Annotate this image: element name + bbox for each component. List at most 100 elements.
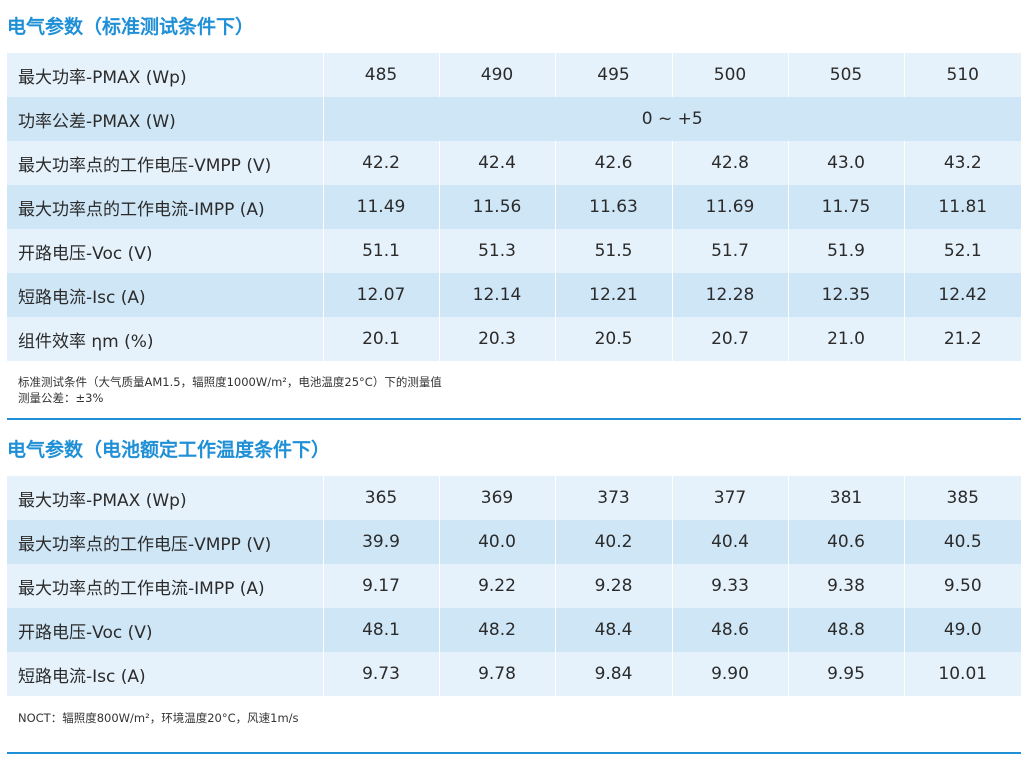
table-cell: 43.2 (903, 141, 1021, 185)
table-cell: 43.0 (787, 141, 904, 185)
table-cell: 495 (554, 53, 672, 97)
noct-table: 最大功率-PMAX (Wp) 365 369 373 377 381 385 最… (7, 476, 1021, 696)
table-cell: 51.3 (438, 229, 555, 273)
table-cell: 377 (671, 476, 788, 520)
row-label-pmax: 最大功率-PMAX (Wp) (7, 53, 323, 97)
table-cell: 9.33 (671, 564, 788, 608)
table-cell: 40.5 (903, 520, 1021, 564)
table-cell: 48.6 (671, 608, 788, 652)
row-label-efficiency: 组件效率 ηm (%) (7, 317, 323, 361)
stc-footnote-conditions: 标准测试条件（大气质量AM1.5，辐照度1000W/m²，电池温度25°C）下的… (18, 375, 442, 389)
table-cell: 490 (438, 53, 555, 97)
row-label-isc: 短路电流-Isc (A) (7, 273, 323, 317)
table-cell: 20.1 (322, 317, 439, 361)
table-cell: 11.63 (554, 185, 672, 229)
table-cell: 48.1 (322, 608, 439, 652)
table-cell: 12.21 (554, 273, 672, 317)
table-cell: 10.01 (903, 652, 1021, 696)
table-cell: 40.4 (671, 520, 788, 564)
row-label-voc: 开路电压-Voc (V) (7, 608, 323, 652)
table-cell: 20.7 (671, 317, 788, 361)
table-row: 最大功率点的工作电流-IMPP (A) 9.17 9.22 9.28 9.33 … (7, 564, 1021, 608)
row-label-impp: 最大功率点的工作电流-IMPP (A) (7, 185, 323, 229)
table-cell: 40.2 (554, 520, 672, 564)
table-cell: 9.17 (322, 564, 439, 608)
table-cell: 11.75 (787, 185, 904, 229)
table-cell: 9.22 (438, 564, 555, 608)
table-cell: 49.0 (903, 608, 1021, 652)
table-cell: 12.42 (903, 273, 1021, 317)
table-cell: 51.9 (787, 229, 904, 273)
table-row: 最大功率-PMAX (Wp) 485 490 495 500 505 510 (7, 53, 1021, 97)
table-cell: 52.1 (903, 229, 1021, 273)
table-cell: 485 (322, 53, 439, 97)
row-label-impp: 最大功率点的工作电流-IMPP (A) (7, 564, 323, 608)
noct-footnote: NOCT：辐照度800W/m²，环境温度20°C，风速1m/s (18, 711, 299, 725)
table-cell: 42.4 (438, 141, 555, 185)
row-label-power-tolerance: 功率公差-PMAX (W) (7, 97, 323, 141)
table-cell: 12.07 (322, 273, 439, 317)
table-cell: 40.6 (787, 520, 904, 564)
table-cell: 11.56 (438, 185, 555, 229)
table-cell: 373 (554, 476, 672, 520)
stc-footnote-tolerance: 测量公差：±3% (18, 391, 104, 405)
table-cell: 9.84 (554, 652, 672, 696)
row-label-vmpp: 最大功率点的工作电压-VMPP (V) (7, 520, 323, 564)
table-cell: 9.90 (671, 652, 788, 696)
table-cell: 20.3 (438, 317, 555, 361)
table-cell: 51.5 (554, 229, 672, 273)
table-row: 短路电流-Isc (A) 12.07 12.14 12.21 12.28 12.… (7, 273, 1021, 317)
table-row: 短路电流-Isc (A) 9.73 9.78 9.84 9.90 9.95 10… (7, 652, 1021, 696)
table-cell: 48.2 (438, 608, 555, 652)
table-cell: 381 (787, 476, 904, 520)
table-cell: 42.6 (554, 141, 672, 185)
table-cell: 12.28 (671, 273, 788, 317)
table-row: 组件效率 ηm (%) 20.1 20.3 20.5 20.7 21.0 21.… (7, 317, 1021, 361)
table-cell: 9.28 (554, 564, 672, 608)
table-cell-span: 0 ~ +5 (322, 97, 1021, 141)
table-cell: 48.8 (787, 608, 904, 652)
table-cell: 51.7 (671, 229, 788, 273)
table-cell: 9.78 (438, 652, 555, 696)
table-cell: 42.2 (322, 141, 439, 185)
table-cell: 21.2 (903, 317, 1021, 361)
table-row: 功率公差-PMAX (W) 0 ~ +5 (7, 97, 1021, 141)
row-label-voc: 开路电压-Voc (V) (7, 229, 323, 273)
table-cell: 12.14 (438, 273, 555, 317)
table-cell: 11.81 (903, 185, 1021, 229)
table-cell: 9.95 (787, 652, 904, 696)
table-cell: 365 (322, 476, 439, 520)
row-label-isc: 短路电流-Isc (A) (7, 652, 323, 696)
table-cell: 11.69 (671, 185, 788, 229)
table-cell: 369 (438, 476, 555, 520)
table-cell: 9.50 (903, 564, 1021, 608)
table-row: 最大功率点的工作电流-IMPP (A) 11.49 11.56 11.63 11… (7, 185, 1021, 229)
table-cell: 39.9 (322, 520, 439, 564)
table-row: 最大功率-PMAX (Wp) 365 369 373 377 381 385 (7, 476, 1021, 520)
row-label-pmax: 最大功率-PMAX (Wp) (7, 476, 323, 520)
table-cell: 48.4 (554, 608, 672, 652)
table-row: 开路电压-Voc (V) 48.1 48.2 48.4 48.6 48.8 49… (7, 608, 1021, 652)
table-cell: 9.38 (787, 564, 904, 608)
table-cell: 385 (903, 476, 1021, 520)
table-cell: 40.0 (438, 520, 555, 564)
table-cell: 11.49 (322, 185, 439, 229)
section-divider (7, 418, 1021, 420)
table-cell: 42.8 (671, 141, 788, 185)
table-cell: 21.0 (787, 317, 904, 361)
table-cell: 12.35 (787, 273, 904, 317)
noct-heading: 电气参数（电池额定工作温度条件下） (7, 439, 331, 461)
table-row: 开路电压-Voc (V) 51.1 51.3 51.5 51.7 51.9 52… (7, 229, 1021, 273)
row-label-vmpp: 最大功率点的工作电压-VMPP (V) (7, 141, 323, 185)
table-cell: 9.73 (322, 652, 439, 696)
stc-table: 最大功率-PMAX (Wp) 485 490 495 500 505 510 功… (7, 53, 1021, 361)
table-cell: 500 (671, 53, 788, 97)
bottom-divider (7, 752, 1021, 754)
table-cell: 510 (903, 53, 1021, 97)
table-row: 最大功率点的工作电压-VMPP (V) 42.2 42.4 42.6 42.8 … (7, 141, 1021, 185)
table-cell: 505 (787, 53, 904, 97)
table-cell: 20.5 (554, 317, 672, 361)
table-row: 最大功率点的工作电压-VMPP (V) 39.9 40.0 40.2 40.4 … (7, 520, 1021, 564)
stc-heading: 电气参数（标准测试条件下） (7, 16, 255, 38)
table-cell: 51.1 (322, 229, 439, 273)
